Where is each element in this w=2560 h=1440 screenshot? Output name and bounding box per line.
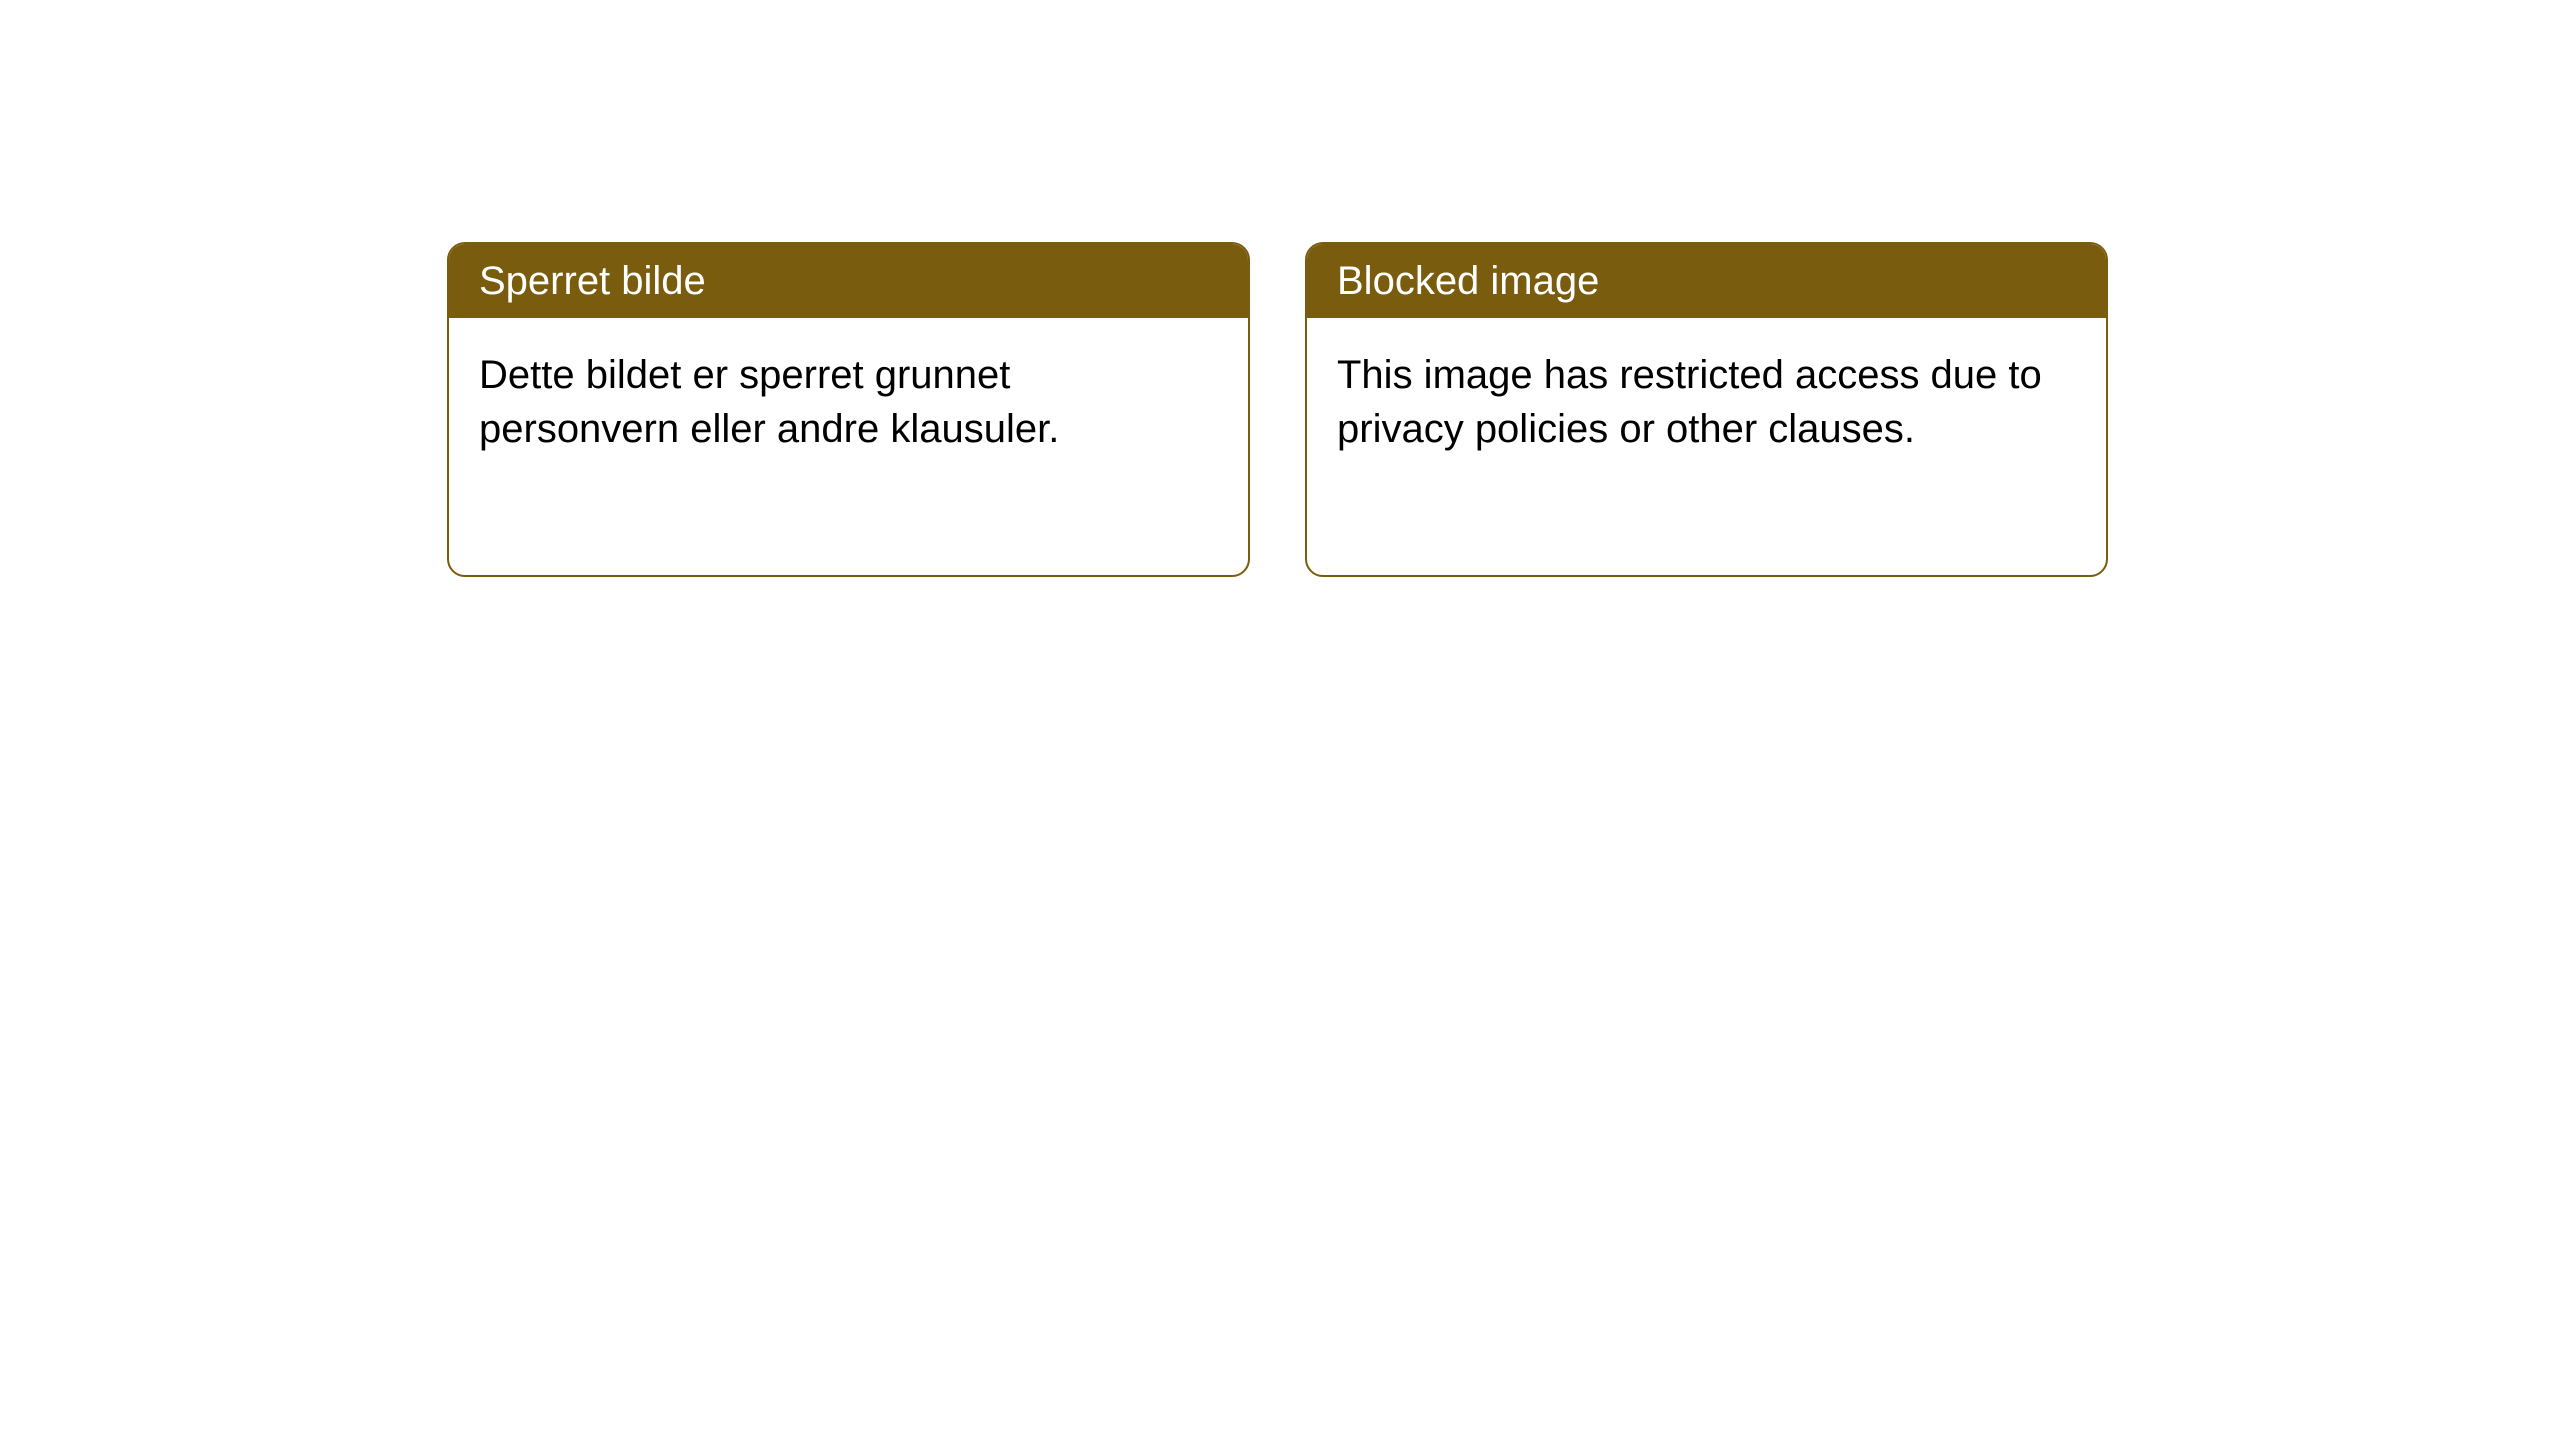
notice-card-norwegian: Sperret bilde Dette bildet er sperret gr… (447, 242, 1250, 577)
notice-container: Sperret bilde Dette bildet er sperret gr… (0, 0, 2560, 577)
notice-header: Sperret bilde (449, 244, 1248, 318)
notice-card-english: Blocked image This image has restricted … (1305, 242, 2108, 577)
notice-body: Dette bildet er sperret grunnet personve… (449, 318, 1248, 486)
notice-header: Blocked image (1307, 244, 2106, 318)
notice-body: This image has restricted access due to … (1307, 318, 2106, 486)
